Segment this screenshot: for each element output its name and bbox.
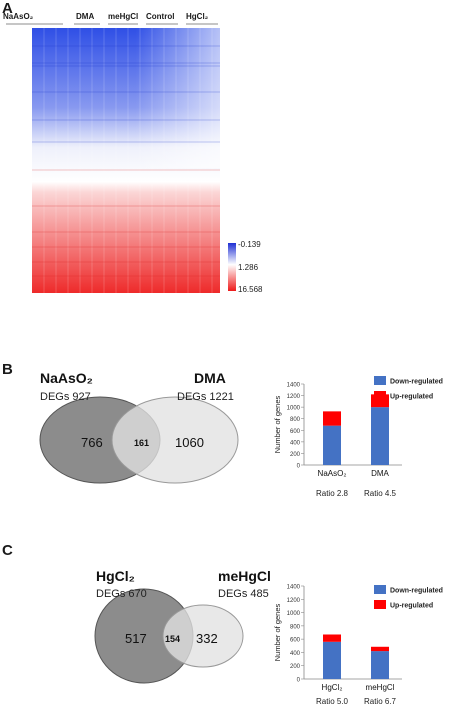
scale-min-label: -0.139 — [238, 240, 261, 249]
scale-mid-label: 1.286 — [238, 263, 259, 272]
y-tick-label: 1200 — [287, 598, 301, 604]
venn-c-left-degs: DEGs 670 — [96, 588, 147, 600]
venn-b-right-count: 1060 — [175, 435, 204, 450]
legend-label-down: Down-regulated — [390, 588, 443, 595]
y-tick-label: 1400 — [287, 383, 301, 389]
ratio-label: Ratio 5.0 — [316, 697, 349, 705]
heatmap-control-fade — [32, 28, 220, 168]
scale-max-label: 16.568 — [238, 285, 263, 294]
y-axis-label: Number of genes — [273, 395, 282, 453]
y-tick-label: 200 — [290, 452, 301, 458]
venn-c-left-name: HgCl₂ — [96, 568, 135, 584]
venn-b-left-count: 766 — [81, 435, 103, 450]
venn-c-left-count: 517 — [125, 631, 147, 646]
bar-up-regulated — [371, 646, 389, 652]
heatmap-col-control: Control — [146, 12, 175, 21]
panel-b-letter: B — [2, 361, 13, 378]
heatmap-col-dma: DMA — [76, 12, 95, 21]
ratio-label: Ratio 2.8 — [316, 489, 349, 498]
ratio-label: Ratio 4.5 — [364, 489, 397, 498]
bar-down-regulated — [371, 651, 389, 679]
venn-b-svg: NaAsO₂ DEGs 927 DMA DEGs 1221 766 161 10… — [39, 370, 239, 484]
y-tick-label: 1000 — [287, 611, 301, 617]
venn-b-right-name: DMA — [194, 370, 226, 386]
venn-c-right-degs: DEGs 485 — [218, 588, 269, 600]
y-axis-label: Number of genes — [273, 603, 282, 661]
bar-up-regulated — [323, 634, 341, 642]
legend-swatch-down — [374, 585, 386, 594]
panel-a-letter: A — [2, 0, 13, 17]
y-tick-label: 800 — [290, 417, 301, 423]
y-tick-label: 400 — [290, 440, 301, 446]
ratio-label: Ratio 6.7 — [364, 697, 397, 705]
x-category-label: HgCl₂ — [322, 683, 343, 692]
legend-swatch-up — [374, 600, 386, 609]
venn-c-right-circle — [162, 604, 244, 668]
heatmap-color-scale — [228, 243, 236, 291]
heatmap-svg: -0.139 1.286 16.568 — [6, 23, 263, 294]
venn-b-left-degs: DEGs 927 — [40, 391, 91, 403]
venn-c-right-count: 332 — [196, 631, 218, 646]
x-category-label: meHgCl — [366, 683, 395, 692]
y-tick-label: 200 — [290, 664, 301, 670]
heatmap-col-hgcl2: HgCl₂ — [186, 12, 209, 21]
y-tick-label: 600 — [290, 429, 301, 435]
bar-chart-c: 0 200 400 600 800 1000 1200 1400 Number of genes… — [273, 585, 443, 705]
bar-down-regulated — [323, 641, 341, 679]
y-tick-label: 800 — [290, 624, 301, 630]
y-tick-label: 1000 — [287, 406, 301, 412]
venn-b-right-circle — [111, 396, 239, 484]
bar-chart-b: 0 200 400 600 800 1000 1200 1400 Number of genes… — [273, 376, 443, 498]
y-tick-label: 0 — [297, 464, 301, 470]
legend-label-down: Down-regulated — [390, 379, 443, 386]
venn-b-left-name: NaAsO₂ — [40, 370, 93, 386]
legend-label-up: Up-regulated — [390, 603, 433, 610]
bar-down-regulated — [371, 407, 389, 465]
venn-b-overlap-count: 161 — [134, 438, 149, 448]
panel-c-letter: C — [2, 542, 13, 559]
venn-c-right-name: meHgCl — [218, 568, 271, 584]
y-tick-label: 1400 — [287, 585, 301, 591]
bar-down-regulated — [323, 425, 341, 465]
y-tick-label: 0 — [297, 678, 301, 684]
legend-label-up: Up-regulated — [390, 394, 433, 401]
legend-swatch-up — [374, 391, 386, 400]
y-tick-label: 400 — [290, 651, 301, 657]
heatmap-stripes — [32, 28, 220, 293]
venn-c-overlap-count: 154 — [165, 634, 180, 644]
x-category-label: DMA — [371, 469, 389, 478]
venn-c-svg: HgCl₂ DEGs 670 meHgCl DEGs 485 517 154 3… — [94, 568, 271, 684]
y-tick-label: 1200 — [287, 394, 301, 400]
legend-swatch-down — [374, 376, 386, 385]
heatmap-col-naaso2: NaAsO₂ — [3, 12, 34, 21]
venn-b-right-degs: DEGs 1221 — [177, 391, 234, 403]
y-tick-label: 600 — [290, 638, 301, 644]
x-category-label: NaAsO₂ — [318, 469, 347, 478]
bar-up-regulated — [323, 411, 341, 426]
heatmap-col-mehgcl: meHgCl — [108, 12, 139, 21]
